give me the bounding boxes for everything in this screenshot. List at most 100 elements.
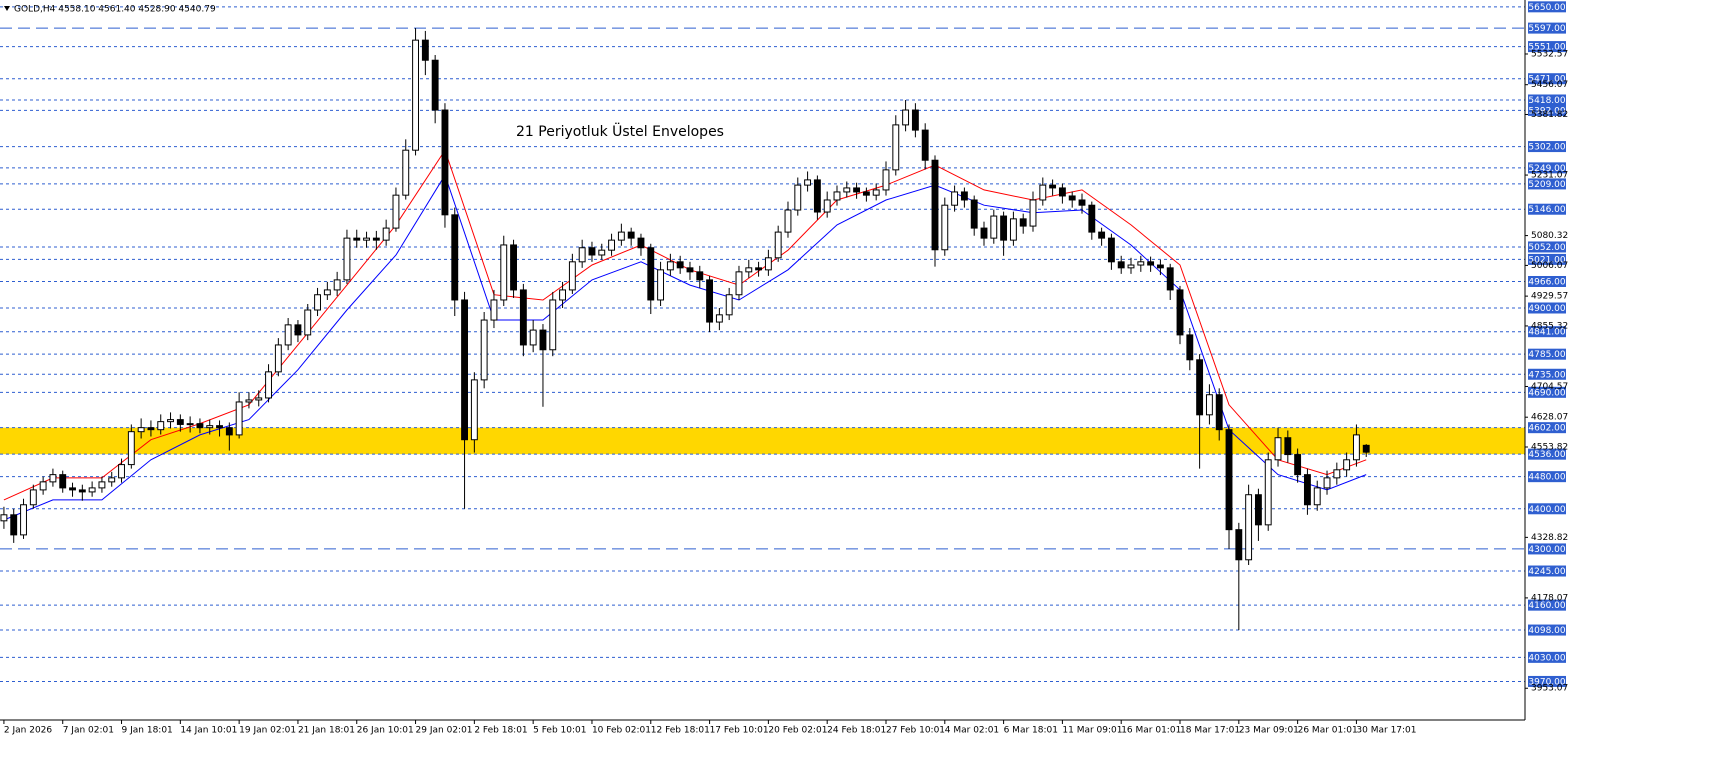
candle-body [500, 244, 508, 301]
candle-body [833, 191, 841, 201]
candle-body [539, 329, 547, 351]
level-label: 5392.00 [1528, 106, 1565, 116]
candle-body [39, 481, 47, 491]
level-label-box [1528, 253, 1566, 265]
candle-body [1176, 289, 1184, 336]
candle-body [1205, 394, 1213, 416]
level-label-box [1528, 162, 1566, 174]
candle-body [951, 191, 959, 206]
x-tick-label: 21 Jan 18:01 [298, 726, 355, 736]
candle-body [265, 371, 272, 399]
level-label: 5551.00 [1528, 43, 1565, 53]
x-tick-label: 4 Mar 02:01 [945, 726, 999, 736]
candle-body [1049, 184, 1057, 189]
candle-body [657, 269, 665, 301]
candle-body [323, 289, 331, 296]
candle-body [941, 204, 949, 251]
level-label: 5146.00 [1528, 205, 1565, 215]
candle-body [284, 324, 292, 346]
x-tick-label: 5 Feb 10:01 [533, 726, 586, 736]
candle-body [402, 149, 410, 196]
level-label-box [1528, 178, 1566, 190]
candle-body [1078, 199, 1086, 206]
candle-body [333, 279, 341, 291]
candle-body [1245, 494, 1253, 561]
y-tick-label: 4553.82 [1531, 443, 1568, 453]
level-label: 5302.00 [1528, 143, 1565, 153]
y-tick-label: 3953.07 [1531, 684, 1568, 694]
candle-body [843, 187, 851, 193]
y-tick-label: 4929.57 [1531, 292, 1568, 302]
level-label-box [1528, 422, 1566, 434]
level-label-box [1528, 41, 1566, 53]
x-tick-label: 12 Feb 18:01 [651, 726, 710, 736]
level-label-box [1528, 326, 1566, 338]
candle-body [1186, 334, 1194, 361]
candle-body [1196, 359, 1204, 416]
x-tick-label: 20 Feb 02:01 [768, 726, 827, 736]
candle-body [157, 421, 165, 431]
candle-body [216, 425, 223, 429]
y-tick-label: 5456.07 [1531, 80, 1568, 90]
candle-body [706, 279, 714, 323]
x-tick-label: 17 Feb 10:01 [710, 726, 769, 736]
candle-body [1264, 459, 1272, 526]
x-tick-label: 27 Feb 10:01 [886, 726, 945, 736]
candle-body [20, 504, 27, 536]
candle-body [480, 319, 488, 381]
support-zone [0, 427, 1525, 455]
candle-body [823, 199, 831, 213]
x-tick-label: 2 Jan 2026 [4, 726, 52, 736]
candle-body [970, 199, 978, 229]
candle-body [108, 477, 116, 483]
candle-body [1294, 454, 1302, 476]
candle-body [627, 231, 635, 239]
candle-body [1000, 215, 1008, 241]
candle-body [245, 399, 253, 403]
level-label: 5418.00 [1528, 96, 1565, 106]
level-label: 4690.00 [1528, 388, 1565, 398]
candle-body [745, 267, 753, 273]
level-label: 5249.00 [1528, 164, 1565, 174]
candle-body [519, 289, 527, 346]
candle-body [29, 489, 37, 506]
candle-body [196, 423, 204, 429]
candle-body [98, 481, 106, 489]
level-label: 4900.00 [1528, 304, 1565, 314]
level-label: 4480.00 [1528, 473, 1565, 483]
candle-body [490, 299, 498, 321]
candle-body [186, 423, 194, 426]
candle-body [725, 294, 733, 316]
level-label: 4030.00 [1528, 653, 1565, 663]
x-tick-label: 24 Feb 18:01 [827, 726, 886, 736]
candle-body [510, 244, 518, 291]
candle-body [343, 237, 351, 281]
candle-body [1166, 267, 1174, 291]
envelope-line [3, 173, 1367, 521]
candle-body [1343, 459, 1351, 471]
level-label: 4160.00 [1528, 601, 1565, 611]
level-label: 5597.00 [1528, 24, 1565, 34]
x-tick-label: 10 Feb 02:01 [592, 726, 651, 736]
candle-body [372, 237, 380, 241]
level-label-box [1528, 241, 1566, 253]
header-arrow [4, 6, 10, 11]
level-label-box [1528, 675, 1566, 687]
level-label: 4536.00 [1528, 450, 1565, 460]
level-label-box [1528, 302, 1566, 314]
candle-body [88, 487, 96, 493]
candle-body [1019, 218, 1027, 227]
candle-body [1137, 261, 1145, 266]
level-label-box [1528, 599, 1566, 611]
candle-body [1098, 231, 1106, 239]
x-tick-label: 9 Jan 18:01 [122, 726, 173, 736]
annotation: 21 Periyotluk Üstel Envelopes [516, 122, 724, 140]
candle-body [1156, 264, 1164, 269]
candle-body [902, 109, 910, 126]
level-label: 4602.00 [1528, 424, 1565, 434]
candle-body [0, 514, 8, 522]
candle-body [441, 109, 449, 216]
candle-body [1352, 434, 1360, 461]
candle-body [69, 487, 76, 491]
level-label-box [1528, 1, 1566, 13]
